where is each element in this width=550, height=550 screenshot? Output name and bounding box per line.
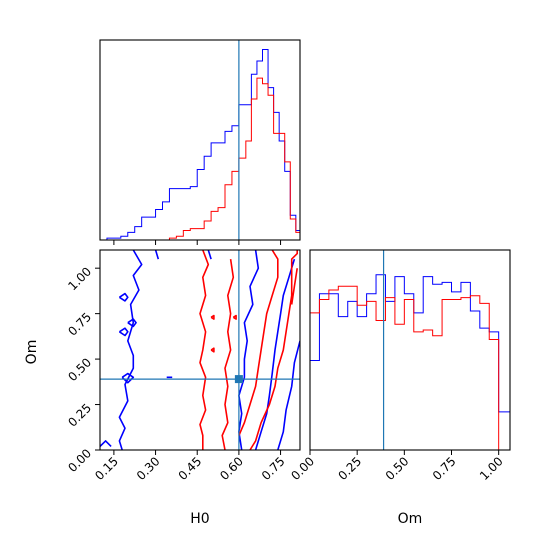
contour-line-blue bbox=[118, 327, 129, 337]
x-tick-label: 0.50 bbox=[383, 454, 412, 483]
contour-line-blue bbox=[238, 250, 260, 450]
truth-marker bbox=[234, 375, 243, 384]
x-axis-label-h0: H0 bbox=[190, 511, 209, 527]
contour-line-red bbox=[238, 250, 279, 436]
contour-line-red bbox=[210, 314, 215, 320]
x-tick-label: 0.45 bbox=[176, 454, 205, 483]
y-tick-label: 0.75 bbox=[65, 310, 94, 339]
h0-histogram-panel bbox=[99, 39, 301, 245]
contour-line-blue bbox=[154, 250, 160, 260]
contour-line-red bbox=[249, 250, 298, 450]
panel-frame bbox=[99, 249, 301, 451]
histogram-series-red bbox=[310, 285, 510, 450]
contour-line-red bbox=[210, 347, 215, 353]
x-tick-label: 0.60 bbox=[217, 454, 246, 483]
histogram-series-blue bbox=[310, 274, 510, 450]
contour-line-blue bbox=[207, 250, 212, 260]
y-tick-label: 1.00 bbox=[65, 264, 94, 293]
histogram-series-red bbox=[100, 77, 300, 240]
contour-line-blue bbox=[100, 440, 112, 447]
contour-plot-area bbox=[100, 250, 300, 450]
contour-line-blue bbox=[127, 318, 137, 328]
contour-line-red bbox=[232, 314, 237, 320]
x-tick-label: 0.15 bbox=[92, 454, 121, 483]
x-tick-label: 0.00 bbox=[288, 454, 317, 483]
y-tick-label: 0.00 bbox=[65, 446, 94, 475]
x-axis-label-om: Om bbox=[398, 511, 423, 527]
contour-line-blue bbox=[254, 258, 296, 450]
h0-om-contour-panel: 0.15 0.30 0.45 0.60 0.75 0.00 0.25 0.50 0.75 1.00 bbox=[65, 249, 301, 483]
contour-line-blue bbox=[118, 292, 129, 302]
panel-frame bbox=[309, 249, 511, 451]
x-tick-label: 0.75 bbox=[259, 454, 288, 483]
y-tick-label: 0.50 bbox=[65, 355, 94, 384]
om-histogram-panel: 0.00 0.25 0.50 0.75 1.00 bbox=[288, 249, 511, 483]
histogram-plot-area bbox=[100, 40, 300, 240]
y-tick-label: 0.25 bbox=[65, 401, 94, 430]
panel-frame bbox=[99, 39, 301, 241]
x-tick-label: 0.30 bbox=[134, 454, 163, 483]
x-tick-label: 0.25 bbox=[335, 454, 364, 483]
contour-line-blue bbox=[118, 250, 143, 450]
y-axis-label-om: Om bbox=[24, 340, 40, 365]
x-tick-label: 0.75 bbox=[430, 454, 459, 483]
contour-line-blue bbox=[121, 372, 135, 384]
contour-line-blue bbox=[277, 340, 300, 450]
contour-line-red bbox=[290, 268, 298, 305]
histogram-plot-area bbox=[310, 250, 510, 450]
histogram-series-blue bbox=[100, 49, 300, 240]
contour-line-red bbox=[199, 250, 210, 450]
x-tick-label: 1.00 bbox=[477, 454, 506, 483]
contour-line-red bbox=[221, 258, 235, 450]
